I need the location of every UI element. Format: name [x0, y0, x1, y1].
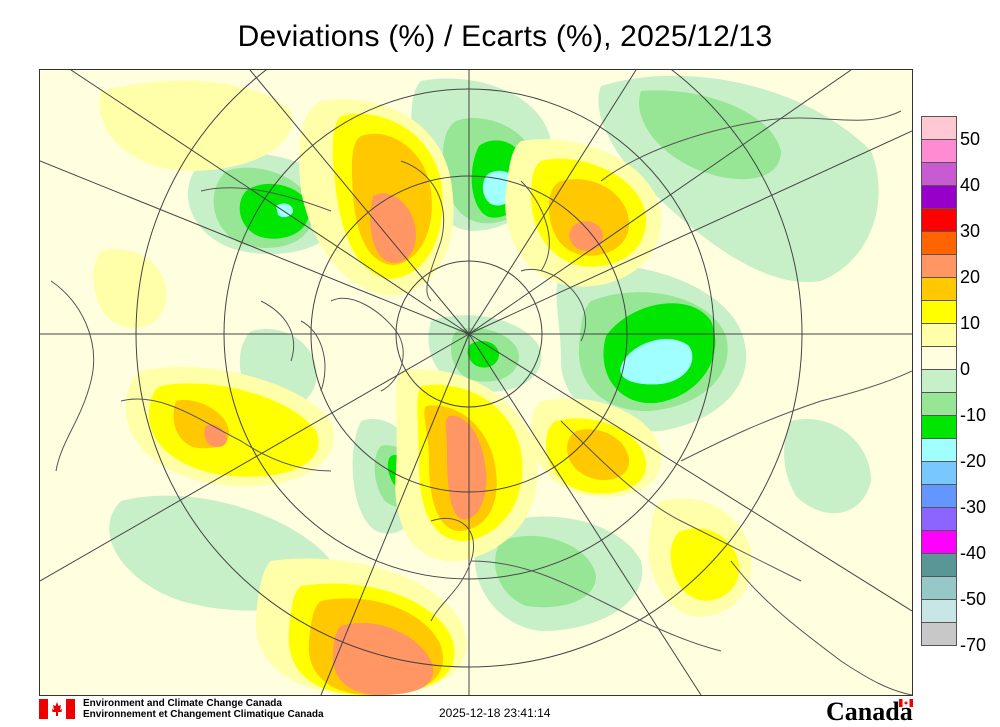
legend-swatch: [921, 300, 957, 323]
legend-swatch: [921, 599, 957, 622]
legend-tick-label: 30: [960, 221, 981, 241]
department-name-en: Environment and Climate Change Canada: [83, 698, 282, 709]
legend-swatch: [921, 346, 957, 369]
wordmark-flag-icon: [899, 699, 913, 707]
legend-swatch: [921, 392, 957, 415]
legend-swatch: [921, 162, 957, 185]
department-name: Environment and Climate Change Canada En…: [83, 698, 324, 720]
polar-deviation-map: [39, 69, 913, 696]
legend-tick-label: -50: [960, 589, 987, 609]
legend-tick-label: 0: [960, 359, 971, 379]
legend-swatch: [921, 507, 957, 530]
legend-tick-label: -20: [960, 451, 987, 471]
legend-swatch: [921, 530, 957, 553]
generation-timestamp: 2025-12-18 23:41:14: [439, 706, 551, 720]
legend-tick-label: -70: [960, 635, 987, 655]
legend-swatch: [921, 323, 957, 346]
canada-flag-icon: [39, 699, 75, 719]
legend-tick-label: 50: [960, 129, 981, 149]
legend-tick-label: 40: [960, 175, 981, 195]
legend-tick-label: 20: [960, 267, 981, 287]
legend-swatch: [921, 484, 957, 507]
legend-swatch: [921, 369, 957, 392]
legend-swatch: [921, 231, 957, 254]
canada-wordmark: Canada: [826, 697, 913, 726]
legend-swatch: [921, 576, 957, 599]
map-title: Deviations (%) / Ecarts (%), 2025/12/13: [237, 20, 773, 53]
legend-swatch: [921, 185, 957, 208]
legend-tick-label: 10: [960, 313, 981, 333]
department-name-fr: Environnement et Changement Climatique C…: [83, 709, 324, 720]
legend-swatch: [921, 277, 957, 300]
legend-tick-label: -10: [960, 405, 987, 425]
legend-swatch: [921, 553, 957, 576]
legend-swatch: [921, 254, 957, 277]
legend-swatch: [921, 461, 957, 484]
legend-tick-label: -40: [960, 543, 987, 563]
legend-swatch: [921, 415, 957, 438]
legend-swatch: [921, 139, 957, 162]
color-scale-legend: [921, 116, 957, 646]
legend-swatch: [921, 438, 957, 461]
legend-swatch: [921, 116, 957, 139]
legend-swatch: [921, 622, 957, 646]
legend-swatch: [921, 208, 957, 231]
legend-tick-label: -30: [960, 497, 987, 517]
